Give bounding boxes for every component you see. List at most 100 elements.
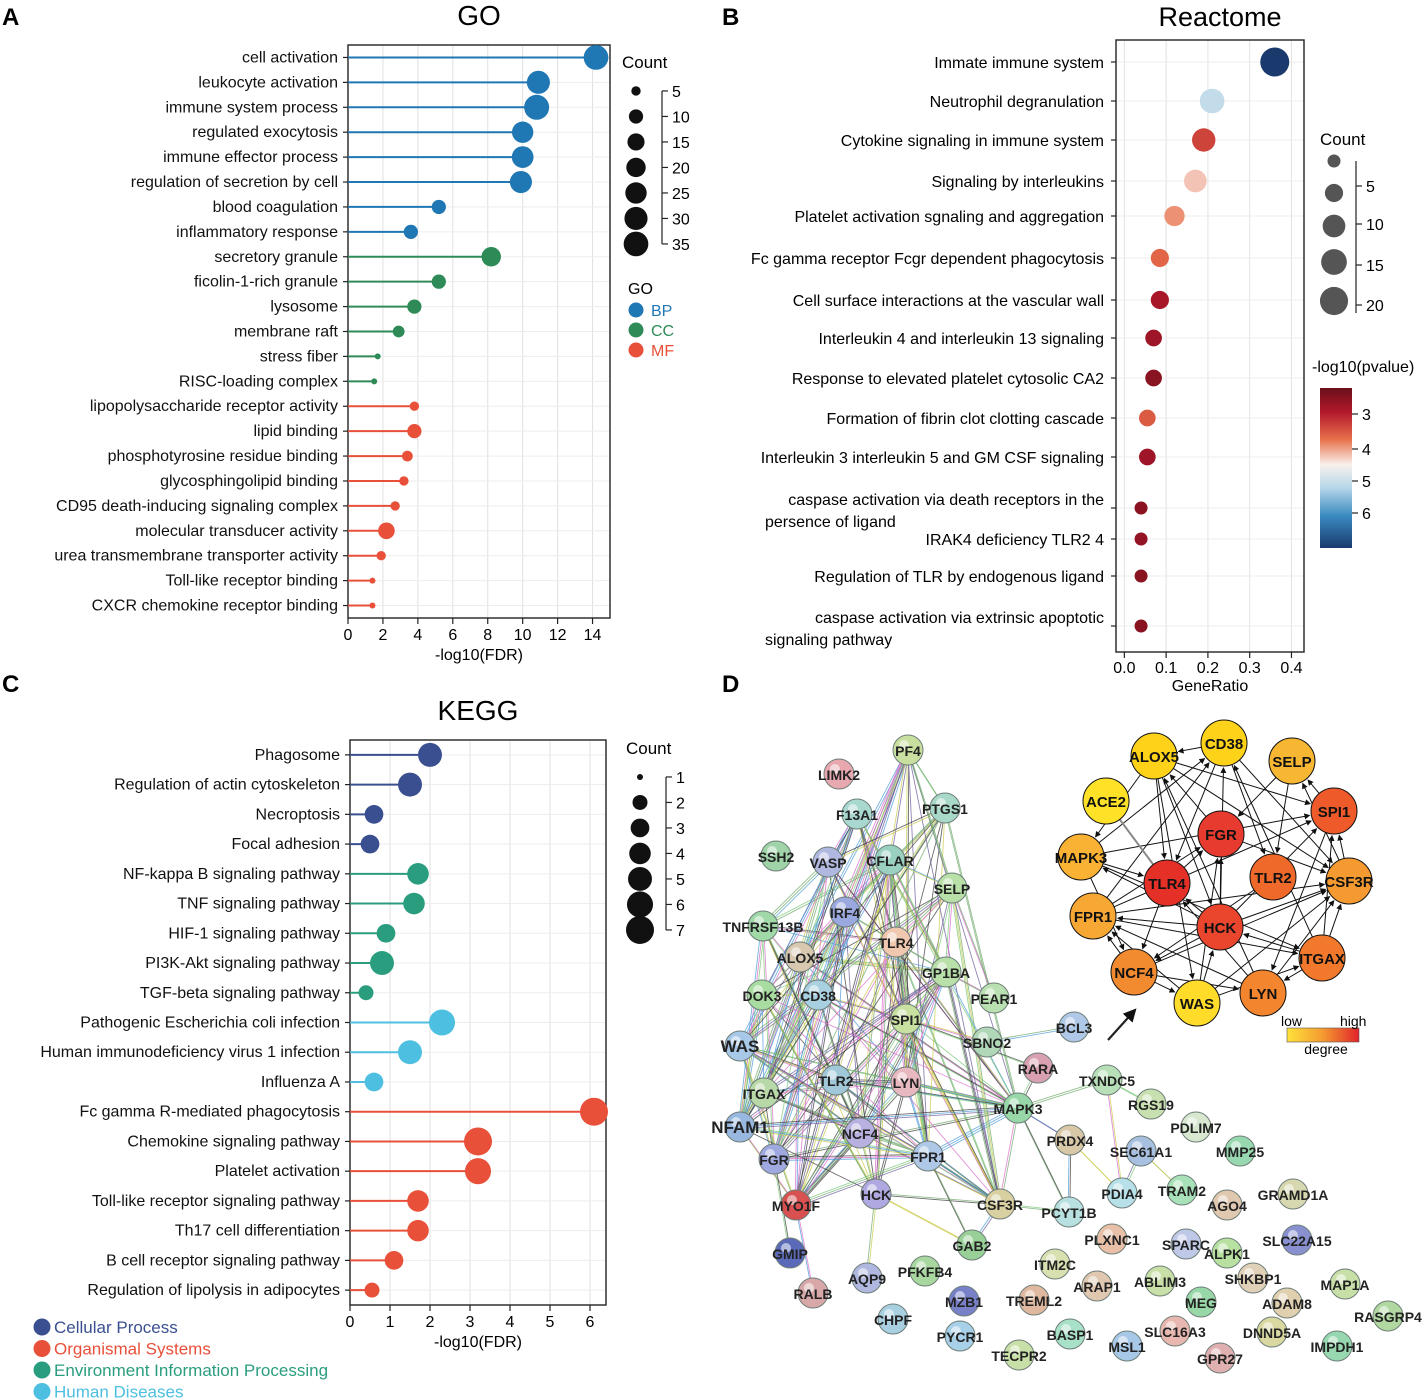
network-edge xyxy=(740,808,947,1129)
category-label-caspase-activation-via-death-receptors-in-the-persence-of-ligand: caspase activation via death receptors i… xyxy=(788,492,1104,509)
dot-phagosome xyxy=(418,742,442,767)
node-highlight xyxy=(1278,1293,1288,1303)
category-label-cell-activation: cell activation xyxy=(242,49,338,66)
size-legend-label: 5 xyxy=(676,872,685,889)
dot-cell-surface-interactions-at-the-vascular-wall xyxy=(1150,290,1169,310)
dot-immune-system-process xyxy=(524,94,550,120)
network-edge xyxy=(907,749,929,1157)
node-label-mzb1: MZB1 xyxy=(945,1294,983,1310)
hub-node-ace2 xyxy=(1082,777,1130,825)
network-edge xyxy=(844,911,861,1134)
category-label-regulation-of-actin-cytoskeleton: Regulation of actin cytoskeleton xyxy=(114,777,340,794)
node-highlight xyxy=(1263,1322,1273,1332)
category-label-human-immunodeficiency-virus-1-infection: Human immunodeficiency virus 1 infection xyxy=(40,1044,340,1061)
hub-node-label-tlr2: TLR2 xyxy=(1254,870,1292,887)
network-edge xyxy=(875,1192,1000,1204)
network-edge xyxy=(772,1153,927,1158)
dot-cytokine-signaling-in-immune-system xyxy=(1192,128,1216,152)
hub-edge xyxy=(1239,759,1333,864)
node-highlight xyxy=(1288,1230,1298,1240)
hub-edge xyxy=(1175,764,1216,861)
node-highlight xyxy=(884,1309,894,1319)
network-edge xyxy=(926,1106,1017,1155)
node-highlight xyxy=(1142,1094,1152,1104)
group-legend-dot-bp xyxy=(628,302,644,318)
node-label-pear1: PEAR1 xyxy=(971,991,1018,1007)
node-label-hck: HCK xyxy=(861,1187,891,1203)
category-label-risc-loading-complex: RISC-loading complex xyxy=(179,373,338,390)
dot-hif-1-signaling-pathway xyxy=(376,923,396,943)
node-highlight xyxy=(836,902,846,912)
category-label-immate-immune-system: Immate immune system xyxy=(934,55,1104,72)
network-edge xyxy=(825,860,905,1018)
category-label-fc-gamma-r-mediated-phagocytosis: Fc gamma R-mediated phagocytosis xyxy=(79,1104,340,1121)
node-highlight xyxy=(753,985,763,995)
network-edge xyxy=(795,971,947,1206)
category-label-urea-transmembrane-transporter-activity: urea transmembrane transporter activity xyxy=(54,548,338,565)
dot-neutrophil-degranulation xyxy=(1199,88,1225,114)
size-legend-label: 5 xyxy=(1366,179,1375,196)
degree-legend-title: degree xyxy=(1304,1041,1348,1057)
node-highlight xyxy=(1025,1290,1035,1300)
hub-node-lyn xyxy=(1239,969,1287,1017)
node-label-alox5: ALOX5 xyxy=(777,950,824,966)
network-edge xyxy=(739,1045,837,1081)
hub-node-hck xyxy=(1196,903,1244,951)
category-label-regulation-of-lipolysis-in-adipocytes: Regulation of lipolysis in adipocytes xyxy=(87,1282,340,1299)
dot-fc-gamma-receptor-fcgr-dependent-phagocytosis xyxy=(1150,248,1169,268)
dot-ficolin-1-rich-granule xyxy=(431,274,446,289)
node-highlight xyxy=(1211,1348,1221,1358)
node-label-tlr2: TLR2 xyxy=(819,1073,854,1089)
size-legend-label: 10 xyxy=(672,109,690,126)
node-highlight xyxy=(830,764,840,774)
network-edge xyxy=(856,813,907,1020)
chart-title: KEGG xyxy=(438,695,519,726)
node-label-mapk3: MAPK3 xyxy=(993,1101,1042,1117)
node-highlight xyxy=(985,988,995,998)
node-highlight xyxy=(978,1032,988,1042)
size-legend-label: 5 xyxy=(672,84,681,101)
node-label-was: WAS xyxy=(721,1037,760,1056)
size-legend-title: Count xyxy=(1320,130,1366,149)
node-label-slc22a15: SLC22A15 xyxy=(1262,1233,1331,1249)
network-edge xyxy=(950,887,994,998)
node-highlight xyxy=(1046,1254,1056,1264)
network-edge xyxy=(1105,1079,1122,1193)
hub-node-fpr1 xyxy=(1069,892,1117,940)
category-label-neutrophil-degranulation: Neutrophil degranulation xyxy=(930,94,1104,111)
hub-edge xyxy=(1169,774,1207,817)
size-legend-dot xyxy=(623,231,649,257)
node-highlight xyxy=(1336,1274,1346,1284)
size-legend-label: 30 xyxy=(672,211,690,228)
dot-caspase-activation-via-death-receptors-in-the-persence-of-ligand xyxy=(1134,501,1148,515)
category-label-cxcr-chemokine-receptor-binding: CXCR chemokine receptor binding xyxy=(92,598,338,615)
category-label-cd95-death-inducing-signaling-complex: CD95 death-inducing signaling complex xyxy=(56,498,338,515)
dot-influenza-a xyxy=(364,1072,384,1092)
network-edge xyxy=(737,993,761,1126)
network-edge xyxy=(796,912,847,1206)
category-label-tgf-beta-signaling-pathway: TGF-beta signaling pathway xyxy=(140,985,340,1002)
hub-edge xyxy=(1307,779,1320,794)
size-legend-label: 20 xyxy=(672,160,690,177)
dot-platelet-activation xyxy=(464,1158,492,1185)
x-tick-label: 14 xyxy=(584,627,602,644)
size-legend-label: 10 xyxy=(1366,217,1384,234)
network-edge xyxy=(738,806,945,1127)
category-label-platelet-activation: Platelet activation xyxy=(215,1163,340,1180)
node-label-treml2: TREML2 xyxy=(1006,1293,1062,1309)
network-edge xyxy=(793,858,889,1204)
x-tick-label: 4 xyxy=(506,1314,515,1331)
node-label-tlr4: TLR4 xyxy=(879,935,914,951)
node-highlight xyxy=(867,1184,877,1194)
node-label-msl1: MSL1 xyxy=(1108,1339,1146,1355)
group-legend-label-mf: MF xyxy=(651,343,674,360)
node-label-meg: MEG xyxy=(1185,1295,1217,1311)
hub-edge xyxy=(1098,757,1206,844)
network-edge xyxy=(762,925,947,973)
dot-molecular-transducer-activity xyxy=(378,522,395,540)
hub-node-label-fgr: FGR xyxy=(1205,827,1237,844)
hub-edge xyxy=(1175,762,1312,806)
category-label-pathogenic-escherichia-coli-infection: Pathogenic Escherichia coli infection xyxy=(80,1015,340,1032)
dot-tgf-beta-signaling-pathway xyxy=(358,985,374,1001)
network-edge xyxy=(927,1107,1019,1157)
